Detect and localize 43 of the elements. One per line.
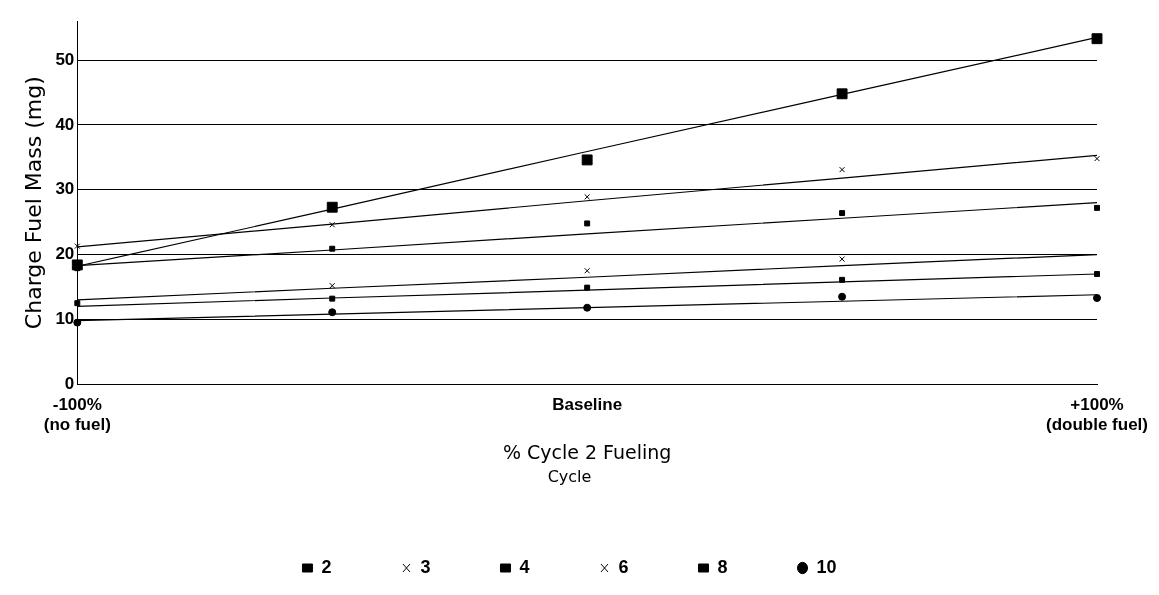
point (584, 284, 591, 291)
y-tick-label: 30 (55, 179, 75, 199)
point (839, 166, 846, 173)
y-tick-label: 20 (55, 244, 75, 264)
point (836, 88, 848, 100)
legend-label: 3 (420, 556, 431, 577)
x-tick-label: +100% (double fuel) (1046, 395, 1148, 435)
x-axis-title: % Cycle 2 Fueling (502, 441, 672, 464)
point (73, 318, 82, 327)
point (583, 303, 592, 312)
legend-label: 8 (717, 556, 728, 577)
point (329, 282, 336, 289)
point (584, 220, 591, 227)
point (74, 243, 81, 250)
point (839, 210, 846, 217)
point (581, 154, 593, 166)
point (1094, 271, 1100, 277)
y-tick-label: 50 (55, 49, 75, 69)
legend-label: 6 (618, 556, 629, 577)
legend-label: 4 (519, 556, 530, 577)
y-tick-label: 10 (55, 309, 75, 329)
point (839, 276, 846, 283)
point (1093, 293, 1102, 302)
point (329, 245, 336, 252)
point (74, 300, 81, 307)
legend-label: 2 (321, 556, 332, 577)
point (584, 267, 591, 274)
y-tick-label: 40 (55, 114, 75, 134)
point (838, 292, 847, 301)
y-tick-label: 0 (64, 373, 75, 393)
point (1091, 33, 1103, 45)
point (839, 256, 846, 263)
point (329, 221, 336, 228)
legend-label: 10 (816, 556, 837, 577)
x-tick-label: Baseline (552, 395, 623, 415)
point (329, 295, 336, 302)
legend-title: Cycle (547, 466, 592, 486)
point (1094, 204, 1100, 211)
point (326, 201, 338, 213)
point (584, 193, 591, 200)
y-axis-title: Charge Fuel Mass (mg) (20, 76, 46, 330)
point (328, 308, 337, 317)
x-tick-label: -100% (no fuel) (43, 395, 111, 435)
